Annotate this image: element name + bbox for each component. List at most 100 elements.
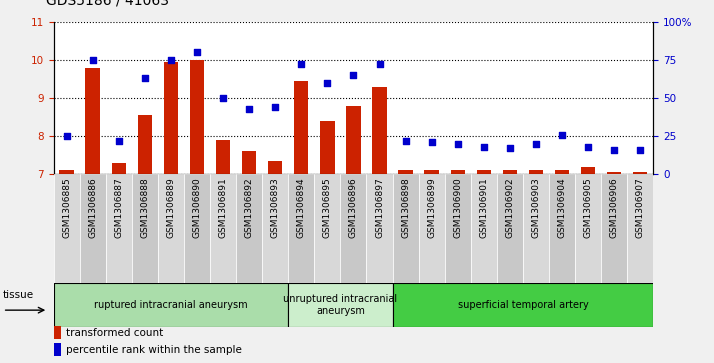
- Bar: [111, 163, 126, 174]
- Text: GSM1306887: GSM1306887: [114, 178, 124, 238]
- Point: [217, 95, 228, 101]
- Bar: [268, 161, 282, 174]
- Bar: [54, 283, 288, 327]
- Bar: [54, 326, 61, 339]
- Text: tissue: tissue: [3, 290, 34, 300]
- Point: [374, 62, 386, 68]
- Bar: [59, 170, 74, 174]
- Bar: [398, 170, 413, 174]
- Bar: [372, 86, 387, 174]
- Text: GDS5186 / 41063: GDS5186 / 41063: [46, 0, 169, 7]
- Point: [400, 138, 411, 144]
- Bar: [236, 174, 262, 283]
- Bar: [86, 68, 100, 174]
- Point: [87, 57, 99, 63]
- Bar: [581, 167, 595, 174]
- Point: [426, 139, 438, 145]
- Bar: [607, 172, 621, 174]
- Text: ruptured intracranial aneurysm: ruptured intracranial aneurysm: [94, 300, 248, 310]
- Bar: [477, 170, 491, 174]
- Text: GSM1306889: GSM1306889: [166, 178, 176, 238]
- Bar: [320, 121, 335, 174]
- Bar: [262, 174, 288, 283]
- Point: [583, 144, 594, 150]
- Text: GSM1306894: GSM1306894: [297, 178, 306, 238]
- Bar: [190, 60, 204, 174]
- Point: [504, 146, 516, 151]
- Text: GSM1306897: GSM1306897: [375, 178, 384, 238]
- Bar: [555, 170, 569, 174]
- Bar: [106, 174, 132, 283]
- Bar: [393, 283, 653, 327]
- Bar: [158, 174, 184, 283]
- Point: [269, 104, 281, 110]
- Bar: [294, 81, 308, 174]
- Bar: [471, 174, 497, 283]
- Text: GSM1306885: GSM1306885: [62, 178, 71, 238]
- Text: GSM1306907: GSM1306907: [635, 178, 645, 238]
- Point: [635, 147, 646, 153]
- Text: GSM1306905: GSM1306905: [583, 178, 593, 238]
- Bar: [288, 174, 314, 283]
- Text: transformed count: transformed count: [66, 327, 163, 338]
- Bar: [601, 174, 627, 283]
- Bar: [314, 174, 341, 283]
- Point: [296, 62, 307, 68]
- Point: [531, 141, 542, 147]
- Text: GSM1306888: GSM1306888: [141, 178, 149, 238]
- Text: GSM1306896: GSM1306896: [349, 178, 358, 238]
- Text: GSM1306898: GSM1306898: [401, 178, 410, 238]
- Text: GSM1306891: GSM1306891: [218, 178, 228, 238]
- Text: GSM1306890: GSM1306890: [193, 178, 201, 238]
- Text: GSM1306902: GSM1306902: [506, 178, 514, 238]
- Bar: [184, 174, 210, 283]
- Bar: [445, 174, 471, 283]
- Bar: [138, 115, 152, 174]
- Bar: [523, 174, 549, 283]
- Bar: [627, 174, 653, 283]
- Bar: [341, 174, 366, 283]
- Point: [139, 75, 151, 81]
- Bar: [549, 174, 575, 283]
- Text: superficial temporal artery: superficial temporal artery: [458, 300, 588, 310]
- Point: [452, 141, 463, 147]
- Text: GSM1306901: GSM1306901: [479, 178, 488, 238]
- Bar: [132, 174, 158, 283]
- Bar: [529, 170, 543, 174]
- Point: [556, 132, 568, 138]
- Text: GSM1306900: GSM1306900: [453, 178, 462, 238]
- Bar: [164, 62, 178, 174]
- Point: [243, 106, 255, 111]
- Text: GSM1306906: GSM1306906: [610, 178, 619, 238]
- Bar: [503, 170, 517, 174]
- Bar: [346, 106, 361, 174]
- Bar: [366, 174, 393, 283]
- Point: [113, 138, 124, 144]
- Bar: [418, 174, 445, 283]
- Point: [61, 133, 72, 139]
- Bar: [288, 283, 393, 327]
- Bar: [216, 140, 230, 174]
- Point: [191, 49, 203, 55]
- Text: GSM1306903: GSM1306903: [531, 178, 540, 238]
- Bar: [425, 170, 439, 174]
- Point: [321, 80, 333, 86]
- Point: [608, 147, 620, 153]
- Bar: [80, 174, 106, 283]
- Bar: [393, 174, 418, 283]
- Text: unruptured intracranial
aneurysm: unruptured intracranial aneurysm: [283, 294, 398, 316]
- Text: GSM1306893: GSM1306893: [271, 178, 280, 238]
- Bar: [54, 174, 80, 283]
- Point: [478, 144, 490, 150]
- Text: GSM1306892: GSM1306892: [245, 178, 253, 238]
- Point: [165, 57, 176, 63]
- Bar: [575, 174, 601, 283]
- Text: GSM1306886: GSM1306886: [88, 178, 97, 238]
- Bar: [210, 174, 236, 283]
- Text: GSM1306895: GSM1306895: [323, 178, 332, 238]
- Bar: [54, 343, 61, 356]
- Text: GSM1306899: GSM1306899: [427, 178, 436, 238]
- Point: [348, 72, 359, 78]
- Bar: [633, 172, 648, 174]
- Bar: [497, 174, 523, 283]
